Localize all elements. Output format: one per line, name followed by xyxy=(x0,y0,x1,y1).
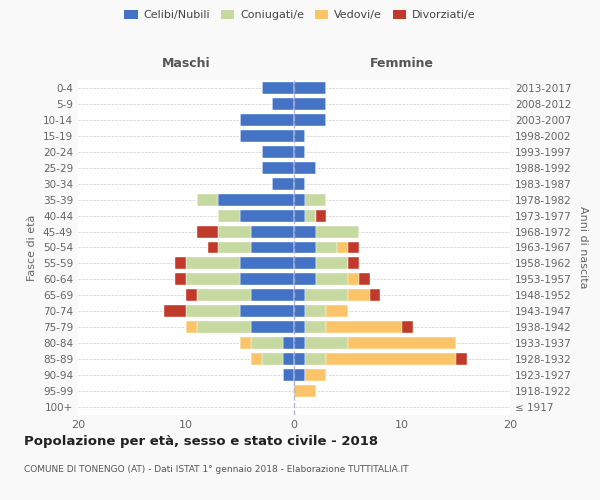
Bar xyxy=(305,306,326,318)
Bar xyxy=(208,242,218,254)
Bar xyxy=(186,258,240,270)
Bar xyxy=(197,194,218,205)
Bar xyxy=(240,337,251,349)
Text: Popolazione per età, sesso e stato civile - 2018: Popolazione per età, sesso e stato civil… xyxy=(24,435,378,448)
Bar xyxy=(402,322,413,333)
Bar xyxy=(294,322,305,333)
Bar xyxy=(186,322,197,333)
Y-axis label: Anni di nascita: Anni di nascita xyxy=(578,206,588,288)
Bar xyxy=(316,210,326,222)
Bar xyxy=(316,242,337,254)
Bar xyxy=(283,369,294,381)
Bar xyxy=(316,258,348,270)
Bar xyxy=(294,306,305,318)
Bar xyxy=(272,178,294,190)
Bar xyxy=(251,242,294,254)
Bar xyxy=(326,306,348,318)
Bar xyxy=(240,210,294,222)
Bar xyxy=(240,258,294,270)
Bar xyxy=(175,274,186,285)
Bar xyxy=(283,353,294,365)
Bar xyxy=(262,353,283,365)
Bar xyxy=(316,274,348,285)
Bar xyxy=(197,290,251,302)
Bar xyxy=(186,290,197,302)
Bar xyxy=(294,242,316,254)
Bar xyxy=(218,242,251,254)
Bar xyxy=(251,290,294,302)
Bar xyxy=(262,82,294,94)
Bar xyxy=(251,353,262,365)
Bar xyxy=(348,290,370,302)
Bar xyxy=(218,210,240,222)
Bar xyxy=(294,290,305,302)
Bar xyxy=(294,385,316,397)
Bar xyxy=(294,162,316,173)
Bar xyxy=(240,130,294,142)
Bar xyxy=(294,194,305,205)
Bar xyxy=(294,82,326,94)
Bar xyxy=(337,242,348,254)
Bar xyxy=(294,274,316,285)
Bar xyxy=(294,130,305,142)
Bar xyxy=(294,369,305,381)
Bar xyxy=(164,306,186,318)
Bar xyxy=(348,258,359,270)
Bar xyxy=(348,274,359,285)
Bar xyxy=(456,353,467,365)
Bar xyxy=(283,337,294,349)
Bar xyxy=(348,337,456,349)
Text: COMUNE DI TONENGO (AT) - Dati ISTAT 1° gennaio 2018 - Elaborazione TUTTITALIA.IT: COMUNE DI TONENGO (AT) - Dati ISTAT 1° g… xyxy=(24,465,409,474)
Bar xyxy=(251,322,294,333)
Bar xyxy=(348,242,359,254)
Bar xyxy=(305,210,316,222)
Bar xyxy=(240,114,294,126)
Legend: Celibi/Nubili, Coniugati/e, Vedovi/e, Divorziati/e: Celibi/Nubili, Coniugati/e, Vedovi/e, Di… xyxy=(120,6,480,25)
Bar xyxy=(294,337,305,349)
Bar xyxy=(197,226,218,237)
Bar xyxy=(251,337,283,349)
Bar xyxy=(294,178,305,190)
Bar xyxy=(294,98,326,110)
Bar xyxy=(305,369,326,381)
Bar xyxy=(305,337,348,349)
Bar xyxy=(294,146,305,158)
Bar xyxy=(294,210,305,222)
Bar xyxy=(305,322,326,333)
Bar xyxy=(305,290,348,302)
Bar xyxy=(218,226,251,237)
Bar xyxy=(359,274,370,285)
Bar xyxy=(370,290,380,302)
Bar xyxy=(305,194,326,205)
Bar xyxy=(175,258,186,270)
Bar xyxy=(262,146,294,158)
Bar xyxy=(294,114,326,126)
Bar xyxy=(294,226,316,237)
Bar xyxy=(294,353,305,365)
Bar xyxy=(240,306,294,318)
Bar xyxy=(326,353,456,365)
Bar xyxy=(294,258,316,270)
Bar xyxy=(218,194,294,205)
Bar xyxy=(305,353,326,365)
Bar xyxy=(186,306,240,318)
Y-axis label: Fasce di età: Fasce di età xyxy=(28,214,37,280)
Bar xyxy=(316,226,359,237)
Bar xyxy=(272,98,294,110)
Bar xyxy=(186,274,240,285)
Bar xyxy=(197,322,251,333)
Bar xyxy=(251,226,294,237)
Text: Femmine: Femmine xyxy=(370,57,434,70)
Bar xyxy=(262,162,294,173)
Bar xyxy=(240,274,294,285)
Bar xyxy=(326,322,402,333)
Text: Maschi: Maschi xyxy=(161,57,211,70)
